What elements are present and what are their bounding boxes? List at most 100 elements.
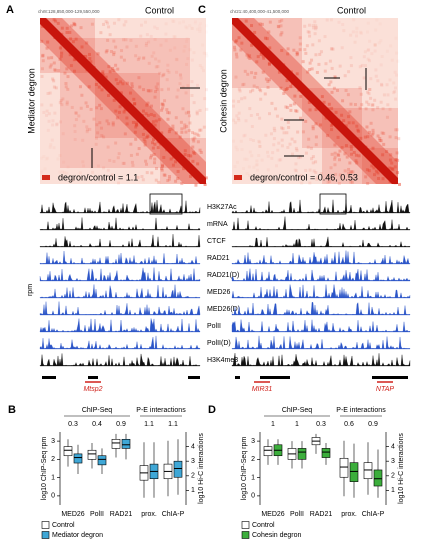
heatmap-texture bbox=[272, 143, 276, 147]
heatmap-texture bbox=[152, 137, 156, 141]
heatmap-texture bbox=[314, 24, 318, 28]
heatmap-texture bbox=[391, 167, 395, 171]
heatmap-texture bbox=[368, 39, 372, 43]
heatmap-texture bbox=[40, 39, 44, 43]
heatmap-texture bbox=[41, 54, 45, 58]
heatmap-texture bbox=[234, 52, 238, 56]
heatmap-texture bbox=[46, 92, 50, 96]
heatmap-texture bbox=[308, 68, 312, 72]
heatmap-texture bbox=[304, 119, 308, 123]
heatmap-texture bbox=[288, 142, 292, 146]
heatmap-texture bbox=[319, 123, 323, 127]
heatmap-texture bbox=[248, 57, 252, 61]
heatmap-texture bbox=[114, 109, 118, 113]
heatmap-texture bbox=[117, 110, 121, 114]
heatmap-texture bbox=[100, 134, 104, 138]
heatmap-texture bbox=[40, 103, 44, 107]
heatmap-texture bbox=[350, 152, 354, 156]
heatmap-texture bbox=[234, 165, 237, 168]
heatmap-texture bbox=[329, 47, 333, 51]
heatmap-texture bbox=[380, 54, 384, 58]
heatmap-texture bbox=[285, 131, 289, 135]
y-tick-label: 2 bbox=[51, 456, 55, 463]
x-tick-label: prox. bbox=[141, 511, 157, 518]
heatmap-texture bbox=[313, 32, 317, 36]
heatmap-texture bbox=[40, 75, 44, 79]
heatmap-texture bbox=[385, 49, 389, 53]
annotation: 0.3 bbox=[316, 421, 326, 428]
heatmap-texture bbox=[55, 122, 59, 126]
heatmap-texture bbox=[200, 66, 204, 70]
track-signal bbox=[231, 199, 411, 214]
heatmap-texture bbox=[330, 128, 334, 132]
heatmap-texture bbox=[132, 97, 136, 101]
heatmap-texture bbox=[340, 113, 344, 117]
heatmap-texture bbox=[137, 147, 141, 151]
heatmap-texture bbox=[366, 90, 370, 94]
heatmap-texture bbox=[363, 135, 367, 139]
heatmap-texture bbox=[365, 100, 369, 104]
heatmap-texture bbox=[141, 132, 145, 136]
heatmap-texture bbox=[268, 177, 272, 181]
heatmap-texture bbox=[240, 97, 244, 101]
heatmap-texture bbox=[162, 155, 166, 159]
heatmap-texture bbox=[72, 21, 76, 25]
heatmap-texture bbox=[81, 160, 85, 164]
heatmap-texture bbox=[320, 95, 324, 99]
heatmap-texture bbox=[168, 48, 172, 52]
heatmap-texture bbox=[351, 121, 355, 125]
heatmap-texture bbox=[296, 130, 300, 134]
heatmap-texture bbox=[311, 125, 315, 129]
heatmap-texture bbox=[337, 158, 341, 162]
heatmap-texture bbox=[41, 53, 45, 57]
track-signal bbox=[231, 353, 411, 367]
heatmap-texture bbox=[283, 88, 287, 92]
heatmap-texture bbox=[46, 156, 50, 160]
heatmap-texture bbox=[378, 136, 382, 140]
heatmap-texture bbox=[307, 30, 311, 34]
heatmap-texture bbox=[233, 40, 237, 44]
heatmap-texture bbox=[144, 20, 148, 24]
legend-label: Control bbox=[52, 522, 75, 529]
heatmap-texture bbox=[166, 117, 170, 121]
x-tick-label: MED26 bbox=[61, 511, 84, 518]
heatmap-texture bbox=[346, 93, 350, 97]
heatmap-texture bbox=[349, 144, 353, 148]
heatmap-texture bbox=[64, 85, 68, 89]
heatmap-texture bbox=[179, 120, 183, 124]
heatmap-texture bbox=[354, 34, 358, 38]
heatmap-texture bbox=[329, 124, 333, 128]
heatmap-texture bbox=[185, 124, 189, 128]
heatmap-texture bbox=[366, 135, 370, 139]
heatmap-texture bbox=[252, 84, 256, 88]
heatmap-texture bbox=[255, 60, 259, 64]
heatmap-texture bbox=[266, 85, 270, 89]
heatmap-texture bbox=[111, 121, 115, 125]
heatmap-texture bbox=[308, 34, 312, 38]
heatmap-texture bbox=[380, 82, 384, 86]
heatmap-texture bbox=[369, 96, 373, 100]
heatmap-texture bbox=[68, 30, 72, 34]
heatmap-texture bbox=[369, 121, 373, 125]
heatmap-texture bbox=[53, 111, 57, 115]
heatmap-texture bbox=[374, 43, 378, 47]
heatmap-title: Control bbox=[337, 5, 366, 15]
heatmap-texture bbox=[389, 44, 393, 48]
heatmap-texture bbox=[65, 30, 69, 34]
heatmap-texture bbox=[122, 110, 126, 114]
heatmap-texture bbox=[266, 150, 270, 154]
y-axis-label: log10 ChIP-Seq rpm bbox=[41, 437, 48, 501]
y-tick-label: 1 bbox=[251, 474, 255, 481]
heatmap-texture bbox=[266, 79, 270, 83]
x-tick-label: RAD21 bbox=[110, 511, 133, 518]
heatmap-texture bbox=[351, 30, 355, 34]
heatmap-texture bbox=[243, 133, 247, 137]
heatmap-texture bbox=[149, 104, 153, 108]
heatmap-texture bbox=[106, 145, 110, 149]
heatmap-texture bbox=[394, 158, 398, 162]
heatmap-texture bbox=[116, 156, 120, 160]
heatmap-texture bbox=[355, 124, 359, 128]
heatmap-texture bbox=[175, 95, 179, 99]
heatmap-texture bbox=[388, 158, 392, 162]
heatmap-texture bbox=[63, 71, 67, 75]
